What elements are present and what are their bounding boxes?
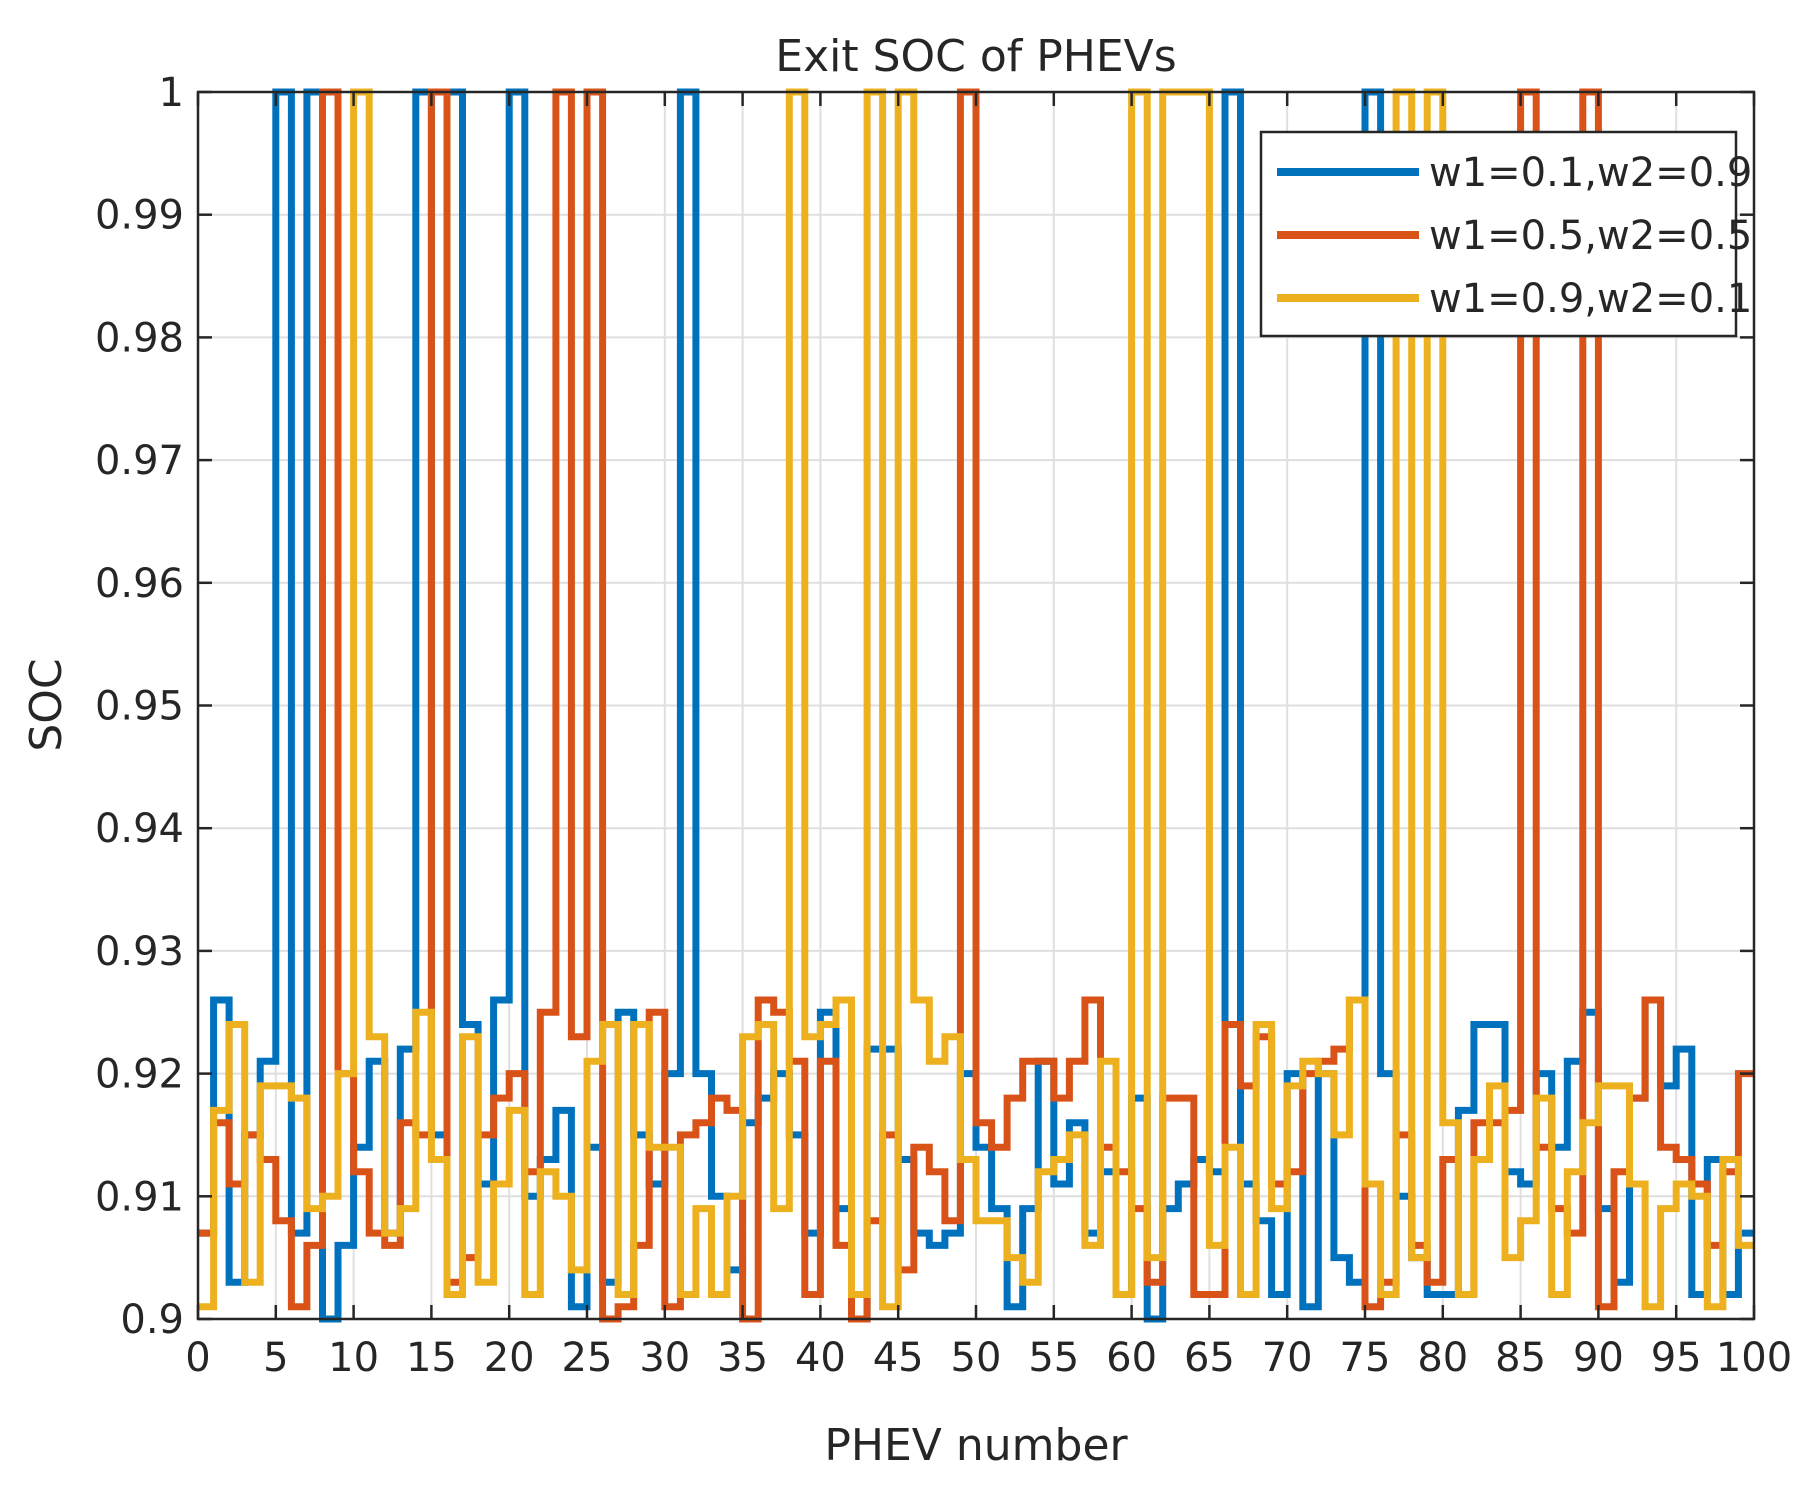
y-axis-label: SOC	[21, 658, 72, 751]
x-tick-label: 85	[1495, 1335, 1546, 1381]
x-axis: 0 5 10 15 20 25 30 35 40 45 50 55 60 65 70 75 80 85 90 95 10…	[185, 92, 1792, 1381]
series-line-3	[198, 88, 1754, 1311]
x-tick-label: 55	[1028, 1335, 1079, 1381]
x-tick-label: 45	[873, 1335, 924, 1381]
x-tick-label: 50	[951, 1335, 1002, 1381]
y-tick-label: 1	[159, 70, 184, 116]
legend: w1=0.1,w2=0.9 w1=0.5,w2=0.5 w1=0.9,w2=0.1	[1259, 130, 1752, 338]
y-tick-label: 0.94	[95, 806, 184, 852]
x-tick-label: 95	[1651, 1335, 1702, 1381]
series-line-2	[198, 88, 1754, 1323]
x-tick-label: 70	[1262, 1335, 1313, 1381]
legend-label: w1=0.5,w2=0.5	[1429, 213, 1752, 259]
x-tick-label: 75	[1340, 1335, 1391, 1381]
y-tick-label: 0.9	[120, 1297, 184, 1343]
x-tick-label: 25	[562, 1335, 613, 1381]
x-tick-label: 65	[1184, 1335, 1235, 1381]
x-tick-label: 0	[185, 1335, 210, 1381]
x-tick-label: 10	[328, 1335, 379, 1381]
y-tick-label: 0.95	[95, 684, 184, 730]
x-tick-label: 35	[717, 1335, 768, 1381]
x-tick-label: 20	[484, 1335, 535, 1381]
y-tick-label: 0.93	[95, 929, 184, 975]
y-tick-label: 0.98	[95, 315, 184, 361]
chart-title: Exit SOC of PHEVs	[775, 31, 1176, 82]
y-tick-label: 0.99	[95, 193, 184, 239]
y-tick-label: 0.92	[95, 1052, 184, 1098]
x-tick-label: 100	[1716, 1335, 1792, 1381]
legend-label: w1=0.9,w2=0.1	[1429, 276, 1752, 322]
y-axis: 0.9 0.91 0.92 0.93 0.94 0.95 0.96 0.97 0.98 0.99 1	[95, 70, 1754, 1343]
x-tick-label: 40	[795, 1335, 846, 1381]
y-tick-label: 0.97	[95, 438, 184, 484]
x-tick-label: 15	[406, 1335, 457, 1381]
y-tick-label: 0.91	[95, 1174, 184, 1220]
x-tick-label: 5	[263, 1335, 288, 1381]
x-tick-label: 80	[1417, 1335, 1468, 1381]
x-axis-label: PHEV number	[824, 1420, 1128, 1471]
x-tick-label: 90	[1573, 1335, 1624, 1381]
x-tick-label: 60	[1106, 1335, 1157, 1381]
y-tick-label: 0.96	[95, 561, 184, 607]
legend-label: w1=0.1,w2=0.9	[1429, 150, 1752, 196]
x-tick-label: 30	[639, 1335, 690, 1381]
